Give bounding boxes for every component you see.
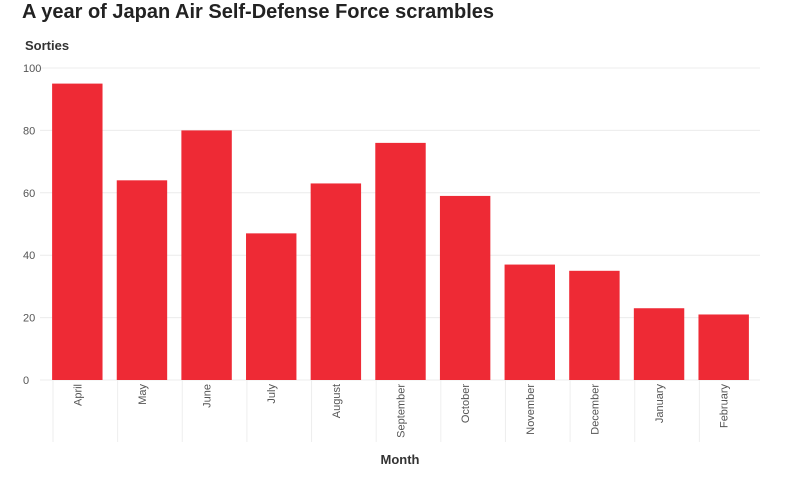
y-axis-ticks: 0 20 40 60 80 100 <box>23 63 41 387</box>
chart-title: A year of Japan Air Self-Defense Force s… <box>22 1 495 23</box>
y-tick-label: 60 <box>23 188 35 200</box>
y-tick-label: 0 <box>23 375 29 387</box>
y-tick-label: 40 <box>23 250 35 262</box>
x-tick-label-september: September <box>396 384 408 438</box>
bar-may <box>116 180 168 380</box>
bar-january <box>633 308 685 380</box>
bar-september <box>375 142 426 380</box>
x-axis-ticks: April May June July August September October No… <box>52 380 731 442</box>
bar-august <box>310 183 362 380</box>
x-tick-label-october: October <box>460 384 472 423</box>
y-tick-label: 80 <box>23 125 35 137</box>
x-tick-label-november: November <box>525 384 537 435</box>
x-tick-label-april: April <box>72 384 84 406</box>
x-tick-label-may: May <box>137 384 149 405</box>
y-axis-title: Sorties <box>25 38 70 53</box>
x-tick-label-june: June <box>202 384 214 408</box>
bar-december <box>569 270 620 380</box>
bar-october <box>439 195 491 380</box>
y-tick-label: 100 <box>23 63 41 75</box>
x-tick-label-december: December <box>589 384 601 435</box>
bar-june <box>181 130 232 380</box>
x-tick-label-february: February <box>719 384 731 429</box>
bar-april <box>52 83 103 380</box>
bars <box>52 83 749 380</box>
bar-july <box>246 233 297 380</box>
y-tick-label: 20 <box>23 313 35 325</box>
x-axis-title: Month <box>381 452 420 467</box>
x-tick-label-july: July <box>266 384 278 404</box>
x-tick-label-august: August <box>331 384 343 418</box>
bar-february <box>698 314 749 380</box>
x-tick-label-january: January <box>654 384 666 424</box>
bar-november <box>504 264 555 380</box>
